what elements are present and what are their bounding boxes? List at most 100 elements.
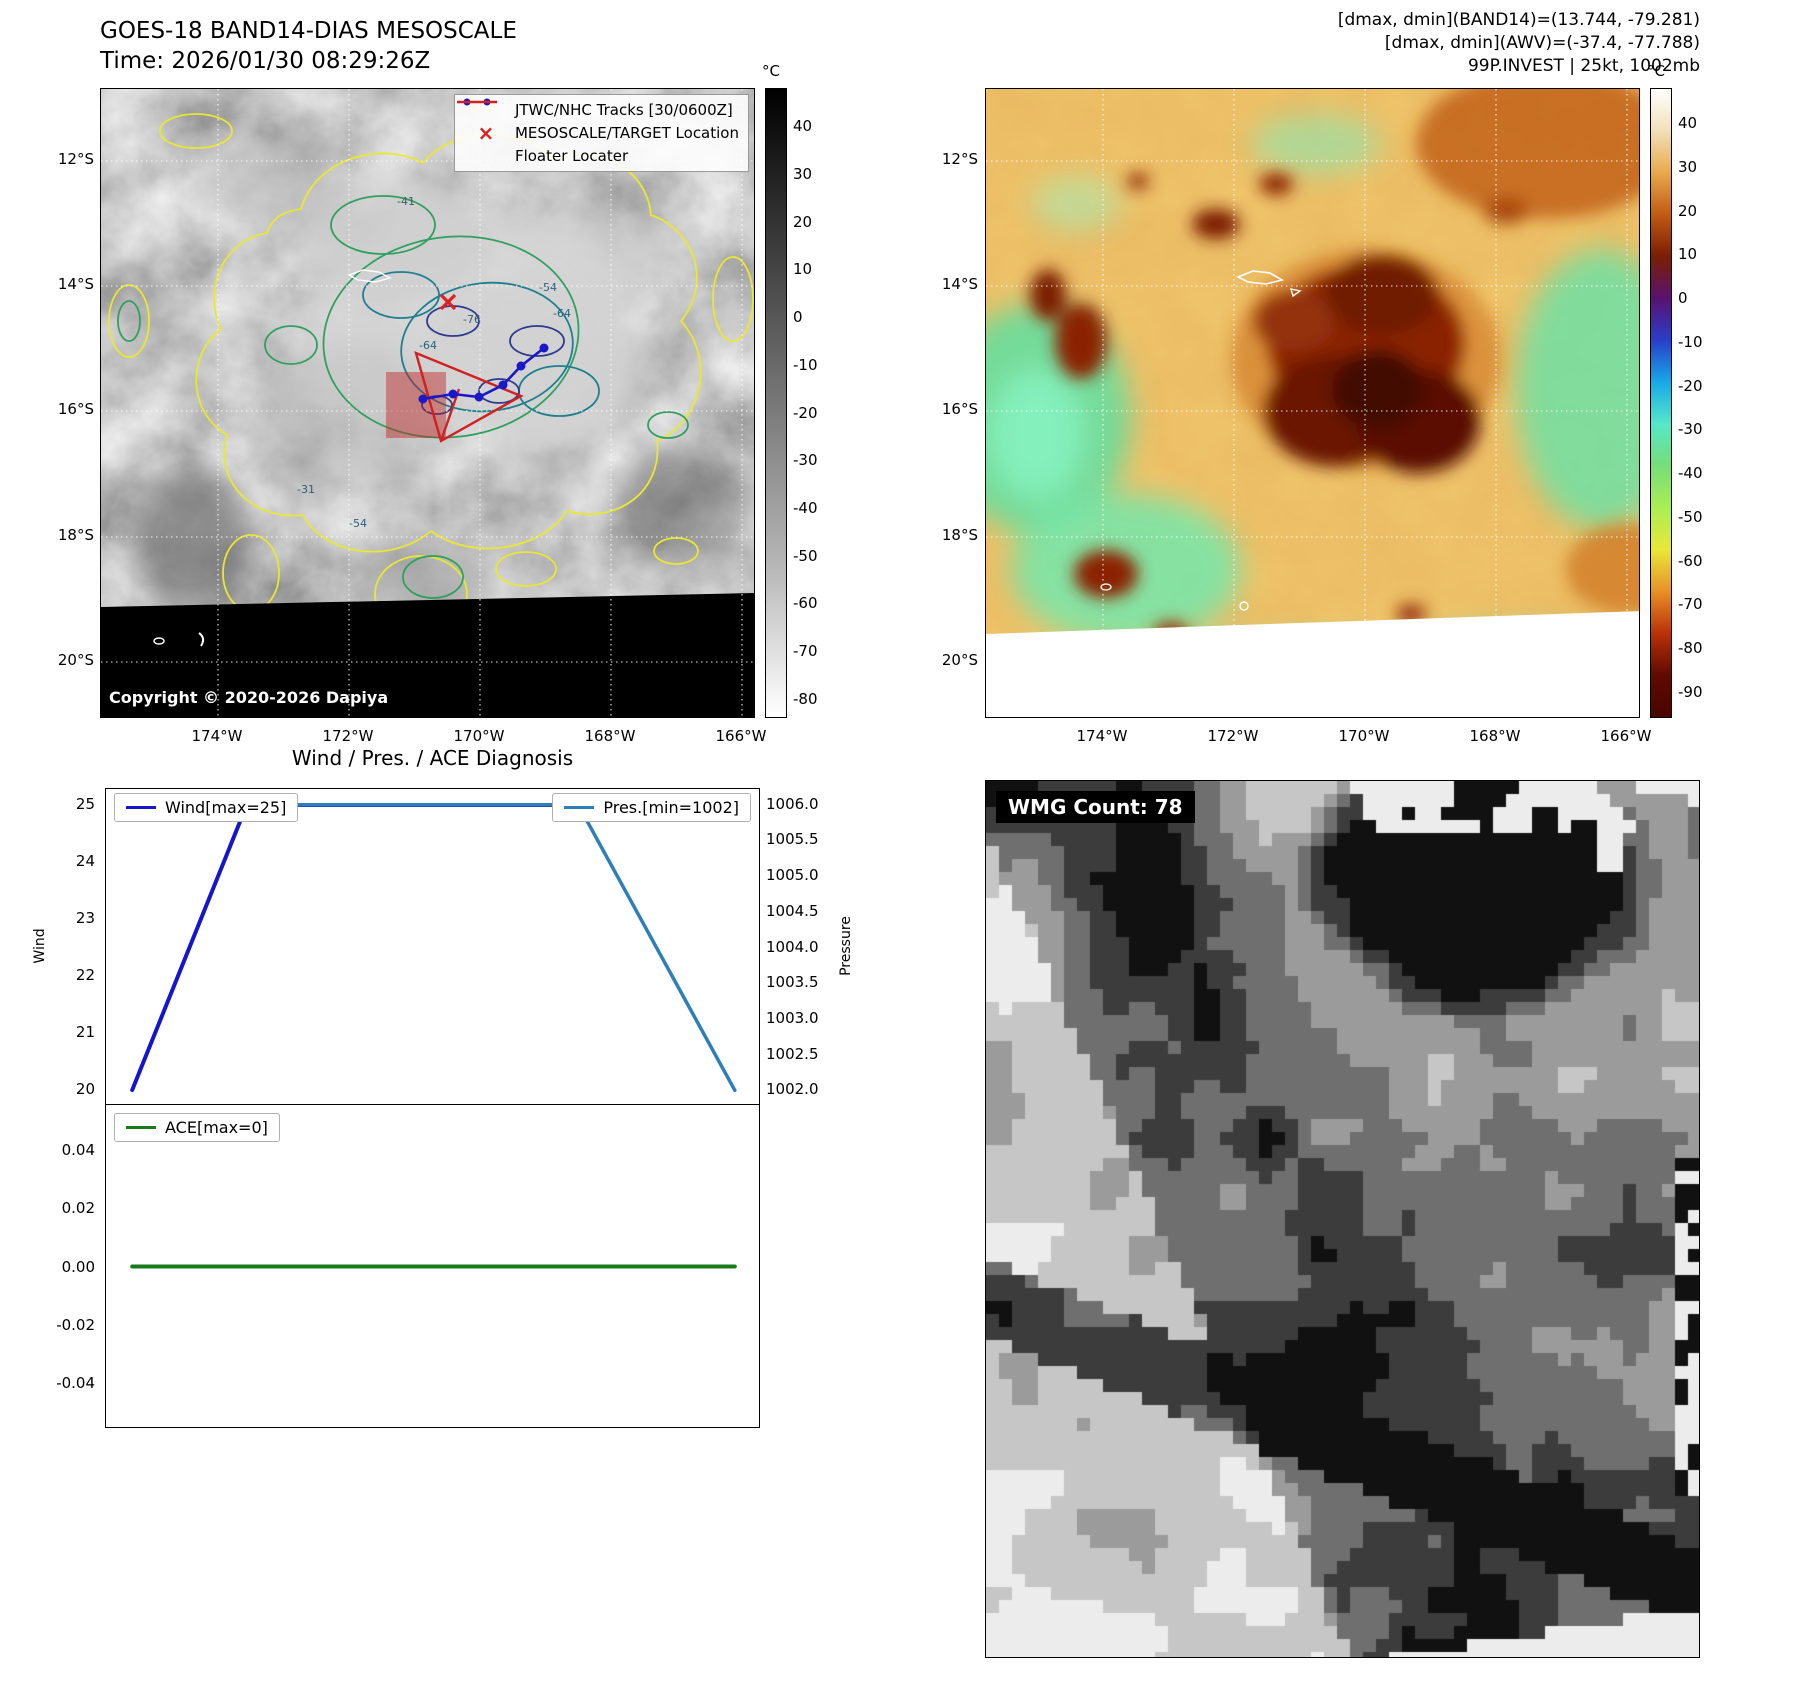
band14-lon-tick: 168°W xyxy=(584,727,636,745)
contour-label: -76 xyxy=(463,313,481,326)
legend-row-track: JTWC/NHC Tracks [30/0600Z] xyxy=(456,98,739,120)
island-coastline xyxy=(153,637,165,645)
awv-colorbar-tick: 0 xyxy=(1678,289,1688,307)
wmg-panel: WMG Count: 78 xyxy=(985,780,1700,1658)
legend-row-floater: Floater Locater xyxy=(456,100,739,166)
band14-time: Time: 2026/01/30 08:29:26Z xyxy=(100,48,431,74)
wind-legend-box: Wind[max=25] xyxy=(114,793,299,822)
pressure-series-line xyxy=(130,802,737,1093)
wind-pressure-plot: Wind[max=25] Pres.[min=1002] xyxy=(105,788,760,1105)
pressure-ytick: 1005.0 xyxy=(766,866,819,885)
contour-label: -64 xyxy=(419,339,437,352)
awv-lon-tick: 166°W xyxy=(1600,727,1652,745)
awv-colorbar-tick: -30 xyxy=(1678,420,1703,439)
pressure-ytick: 1006.0 xyxy=(766,794,819,813)
band14-colorbar-tick: 0 xyxy=(793,308,803,327)
band14-lat-tick: 14°S xyxy=(57,275,94,293)
band14-colorbar-tick: -60 xyxy=(793,594,818,613)
band14-colorbar-tick: 40 xyxy=(793,117,813,136)
awv-colorbar-tick: 20 xyxy=(1678,201,1698,220)
band14-colorbar-tick: -80 xyxy=(793,689,818,708)
ace-ytick: 0.00 xyxy=(61,1257,95,1276)
awv-map-panel xyxy=(985,88,1640,718)
awv-colorbar-tick: -70 xyxy=(1678,595,1703,614)
awv-lat-tick: 12°S xyxy=(941,150,978,168)
wind-ytick: 22 xyxy=(75,966,95,984)
band14-colorbar-tick: 20 xyxy=(793,212,813,231)
awv-colorbar-tick: -10 xyxy=(1678,332,1703,351)
wind-ytick: 20 xyxy=(75,1080,95,1099)
ace-line-swatch xyxy=(126,1126,156,1129)
wind-axis-label: Wind xyxy=(32,928,48,964)
track-legend-label: JTWC/NHC Tracks [30/0600Z] xyxy=(514,101,733,119)
scan-edge-black-band xyxy=(101,593,754,717)
pressure-axis-label: Pressure xyxy=(838,916,854,976)
band14-satellite-image: -41 -54 -64 -64 -76 -31 -54 xyxy=(101,89,754,717)
pressure-ytick: 1003.0 xyxy=(766,1008,819,1027)
band14-colorbar-tick: -50 xyxy=(793,546,818,565)
awv-lat-tick: 16°S xyxy=(941,400,978,418)
legend-row-target: × MESOSCALE/TARGET Location xyxy=(464,123,739,143)
band14-colorbar-unit: °C xyxy=(762,62,780,80)
band14-lat-tick: 18°S xyxy=(57,526,94,544)
awv-lon-tick: 172°W xyxy=(1207,727,1259,745)
awv-lon-tick: 168°W xyxy=(1469,727,1521,745)
contour-label: -54 xyxy=(349,517,367,530)
jtwc-track-overlay xyxy=(418,343,549,404)
band14-colorbar-tick: -20 xyxy=(793,403,818,422)
wind-ytick: 25 xyxy=(75,794,95,813)
pres-line-swatch xyxy=(564,806,595,809)
dmax-dmin-awv-text: [dmax, dmin](AWV)=(-37.4, -77.788) xyxy=(1384,33,1700,53)
wmg-count-label: WMG Count: 78 xyxy=(996,791,1195,823)
ace-ytick: -0.04 xyxy=(56,1373,95,1392)
island-coastline xyxy=(1290,288,1302,298)
band14-title: GOES-18 BAND14-DIAS MESOSCALE xyxy=(100,18,517,44)
awv-lat-tick: 14°S xyxy=(941,275,978,293)
pressure-ytick: 1004.5 xyxy=(766,901,819,920)
island-coastline xyxy=(198,632,205,647)
wind-ytick: 24 xyxy=(75,851,95,870)
awv-colorbar-tick: 10 xyxy=(1678,245,1698,264)
pressure-ytick: 1002.0 xyxy=(766,1080,819,1099)
ace-legend-box: ACE[max=0] xyxy=(114,1113,280,1142)
ace-ytick: 0.02 xyxy=(61,1199,95,1218)
awv-lat-tick: 18°S xyxy=(941,526,978,544)
island-coastline xyxy=(1100,583,1112,591)
contour-label: -31 xyxy=(297,483,315,496)
band14-colorbar xyxy=(765,88,787,718)
target-legend-label: MESOSCALE/TARGET Location xyxy=(514,124,739,142)
awv-colorbar-tick: -20 xyxy=(1678,376,1703,395)
dmax-dmin-band14-text: [dmax, dmin](BAND14)=(13.744, -79.281) xyxy=(1337,10,1700,30)
pres-legend-box: Pres.[min=1002] xyxy=(552,793,751,822)
wind-series-line xyxy=(130,803,737,1092)
band14-colorbar-tick: 10 xyxy=(793,260,813,279)
band14-map-panel: -41 -54 -64 -64 -76 -31 -54 xyxy=(100,88,755,718)
island-coastline xyxy=(1236,270,1285,285)
band14-colorbar-tick: -10 xyxy=(793,355,818,374)
band14-map-legend: JTWC/NHC Tracks [30/0600Z] × MESOSCALE/T… xyxy=(453,94,749,172)
wind-line-swatch xyxy=(126,806,156,809)
wind-pressure-lines xyxy=(130,802,737,1093)
awv-colorbar-tick: 40 xyxy=(1678,114,1698,132)
pres-legend-label: Pres.[min=1002] xyxy=(603,798,739,817)
awv-lon-tick: 174°W xyxy=(1076,727,1128,745)
invest-intensity-text: 99P.INVEST | 25kt, 1002mb xyxy=(1467,56,1700,76)
awv-colorbar-tick: -90 xyxy=(1678,682,1703,701)
band14-lon-tick: 170°W xyxy=(453,727,505,745)
ace-ytick: 0.04 xyxy=(61,1141,95,1160)
wind-ytick: 21 xyxy=(75,1023,95,1042)
awv-colorbar-tick: 30 xyxy=(1678,157,1698,176)
diagnosis-title: Wind / Pres. / ACE Diagnosis xyxy=(291,746,574,770)
ace-plot: ACE[max=0] xyxy=(105,1105,760,1428)
band14-lat-tick: 16°S xyxy=(57,400,94,418)
scan-edge-white-band xyxy=(986,611,1639,717)
ace-line xyxy=(130,1264,737,1269)
band14-colorbar-tick: -40 xyxy=(793,499,818,517)
awv-colorbar-tick: -80 xyxy=(1678,639,1703,657)
pressure-ytick: 1003.5 xyxy=(766,973,819,992)
awv-colorbar-unit: °C xyxy=(1647,62,1665,80)
pressure-ytick: 1002.5 xyxy=(766,1044,819,1063)
awv-lon-tick: 170°W xyxy=(1338,727,1390,745)
awv-satellite-image xyxy=(986,89,1639,717)
